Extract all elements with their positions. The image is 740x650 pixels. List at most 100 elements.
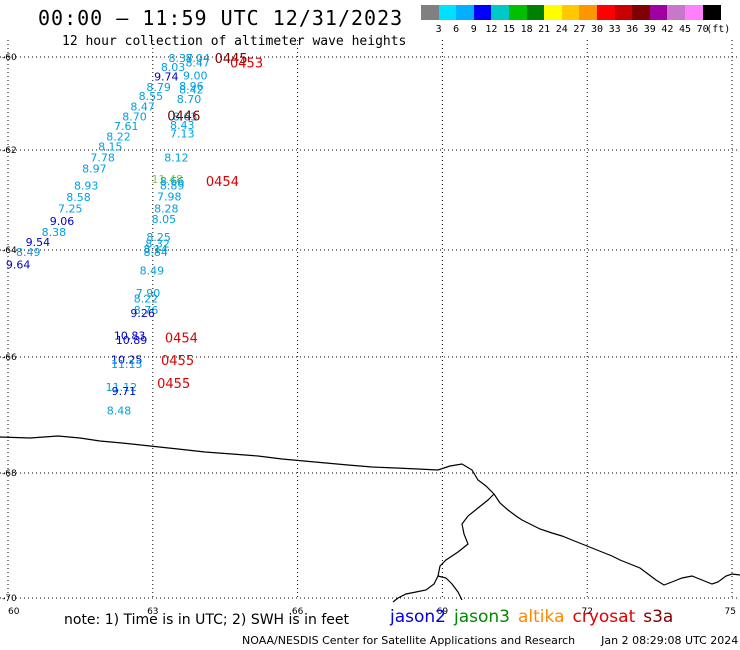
- legend-label: 24: [555, 24, 568, 35]
- wave-height-label: 11.15: [111, 358, 143, 371]
- legend-label: 70: [696, 24, 709, 35]
- wave-height-label: 8.63: [173, 111, 198, 124]
- wave-height-label: 9.00: [183, 70, 208, 83]
- pass-time-label: 0455: [157, 377, 190, 392]
- wave-height-label: 7.98: [157, 191, 182, 204]
- legend-label: 12: [485, 24, 498, 35]
- lon-tick-label: 75: [725, 607, 736, 617]
- legend-swatch: [491, 5, 510, 20]
- footer-org: NOAA/NESDIS Center for Satellite Applica…: [242, 634, 576, 647]
- legend-label: 27: [573, 24, 586, 35]
- legend-swatch: [649, 5, 668, 20]
- legend-label: 21: [538, 24, 551, 35]
- wave-height-label: 8.14: [143, 243, 168, 256]
- legend-swatch: [421, 5, 439, 20]
- legend-swatch: [509, 5, 527, 20]
- wave-height-label: 8.70: [122, 111, 147, 124]
- legend-swatch: [597, 5, 615, 20]
- pass-time-label: 0454: [206, 175, 239, 190]
- coastline-bay-path: [392, 493, 495, 603]
- lon-tick-label: 72: [581, 607, 592, 617]
- legend-label: 9: [470, 24, 477, 35]
- legend-label: 30: [590, 24, 604, 35]
- wave-height-label: 8.48: [107, 404, 132, 417]
- pass-time-label: 0446: [167, 110, 200, 125]
- wave-height-label: 8.96: [179, 80, 204, 93]
- satellite-jason2: jason2: [390, 607, 446, 627]
- lon-tick-label: 69: [437, 607, 449, 617]
- wave-height-label: 7.13: [170, 127, 195, 140]
- legend-label: 18: [520, 24, 533, 35]
- pass-time-label: 0453: [230, 57, 263, 72]
- satellite-jason3: jason3: [454, 607, 510, 627]
- wave-height-label: 8.47: [185, 57, 210, 70]
- wave-height-label: 7.78: [90, 152, 115, 165]
- legend-swatch: [614, 5, 633, 20]
- wave-height-label: 8.25: [146, 231, 171, 244]
- lat-lon-grid: [0, 40, 740, 600]
- wave-height-label: 11.48: [152, 173, 184, 186]
- lat-tick-label: -68: [2, 469, 17, 479]
- units-note: note: 1) Time is in UTC; 2) SWH is in fe…: [64, 612, 350, 628]
- wave-height-label: 8.22: [134, 293, 159, 306]
- lon-tick-label: 60: [8, 607, 20, 617]
- legend-swatch: [526, 5, 545, 20]
- wave-height-label: 9.26: [130, 307, 155, 320]
- legend-label: 39: [643, 24, 656, 35]
- wave-height-label: 8.38: [42, 226, 67, 239]
- lat-tick-label: -60: [2, 53, 17, 63]
- wave-height-label: 8.28: [154, 203, 179, 216]
- wave-height-label: 7.61: [114, 120, 139, 133]
- lat-tick-label: -64: [2, 246, 17, 256]
- legend-label: 6: [453, 24, 460, 35]
- wave-height-label: 10.83: [114, 330, 146, 343]
- pass-time-label: 0454: [165, 332, 198, 347]
- satellite-s3a: s3a: [643, 607, 674, 627]
- wave-height-label: 8.37: [169, 52, 194, 65]
- wave-height-observations: 8.378.048.478.039.74 9.008.79 8.968.428.55…: [6, 52, 210, 417]
- wave-height-label: 8.76: [134, 304, 159, 317]
- wave-height-label: 10.89: [116, 334, 148, 347]
- legend-label: 33: [608, 24, 621, 35]
- legend-label: 15: [502, 24, 516, 35]
- wave-height-label: 8.12: [164, 152, 189, 165]
- map-title: 00:00 — 11:59 UTC 12/31/2023: [38, 6, 404, 30]
- legend-swatch: [702, 5, 721, 20]
- legend-swatch: [579, 5, 598, 20]
- satellite-cryosat: cryosat: [572, 607, 636, 627]
- wave-height-label: 9.74: [154, 71, 179, 84]
- wave-height-label: 8.84: [143, 246, 168, 259]
- wave-height-label: 8.97: [82, 163, 107, 176]
- lat-tick-label: -66: [2, 353, 17, 363]
- legend-swatch: [473, 5, 492, 20]
- lat-tick-label: -62: [2, 146, 17, 156]
- lat-tick-label: -70: [2, 594, 17, 604]
- footer-timestamp: Jan 2 08:29:08 UTC 2024: [601, 634, 739, 647]
- legend-swatch: [544, 5, 563, 20]
- legend-unit: (ft): [706, 24, 731, 35]
- legend-swatch: [667, 5, 686, 20]
- legend-swatch: [561, 5, 580, 20]
- legend-swatch: [438, 5, 457, 20]
- legend-swatch: [632, 5, 651, 20]
- wave-height-label: 9.64: [6, 258, 31, 271]
- wave-height-label: 8.42: [179, 84, 204, 97]
- wave-height-label: 11.12: [106, 381, 138, 394]
- wave-height-label: 9.06: [50, 215, 75, 228]
- wave-height-label: 7.25: [58, 203, 83, 216]
- legend-label: 3: [435, 24, 442, 35]
- wave-height-label: 8.32: [145, 238, 170, 251]
- pass-time-label: 0455: [161, 354, 194, 369]
- legend-swatch: [685, 5, 703, 20]
- antarctic-coastline: [0, 435, 740, 603]
- wave-height-label: 8.70: [177, 93, 202, 106]
- legend-label: 36: [626, 24, 639, 35]
- wave-height-label: 8.49: [140, 264, 165, 277]
- wave-height-label: 9.71: [112, 385, 137, 398]
- wave-height-label: 8.05: [152, 213, 177, 226]
- coastline-path: [0, 435, 740, 586]
- wave-height-label: 9.54: [26, 236, 51, 249]
- coastline-inlet-path: [437, 575, 463, 601]
- wave-height-label: 8.22: [106, 131, 131, 144]
